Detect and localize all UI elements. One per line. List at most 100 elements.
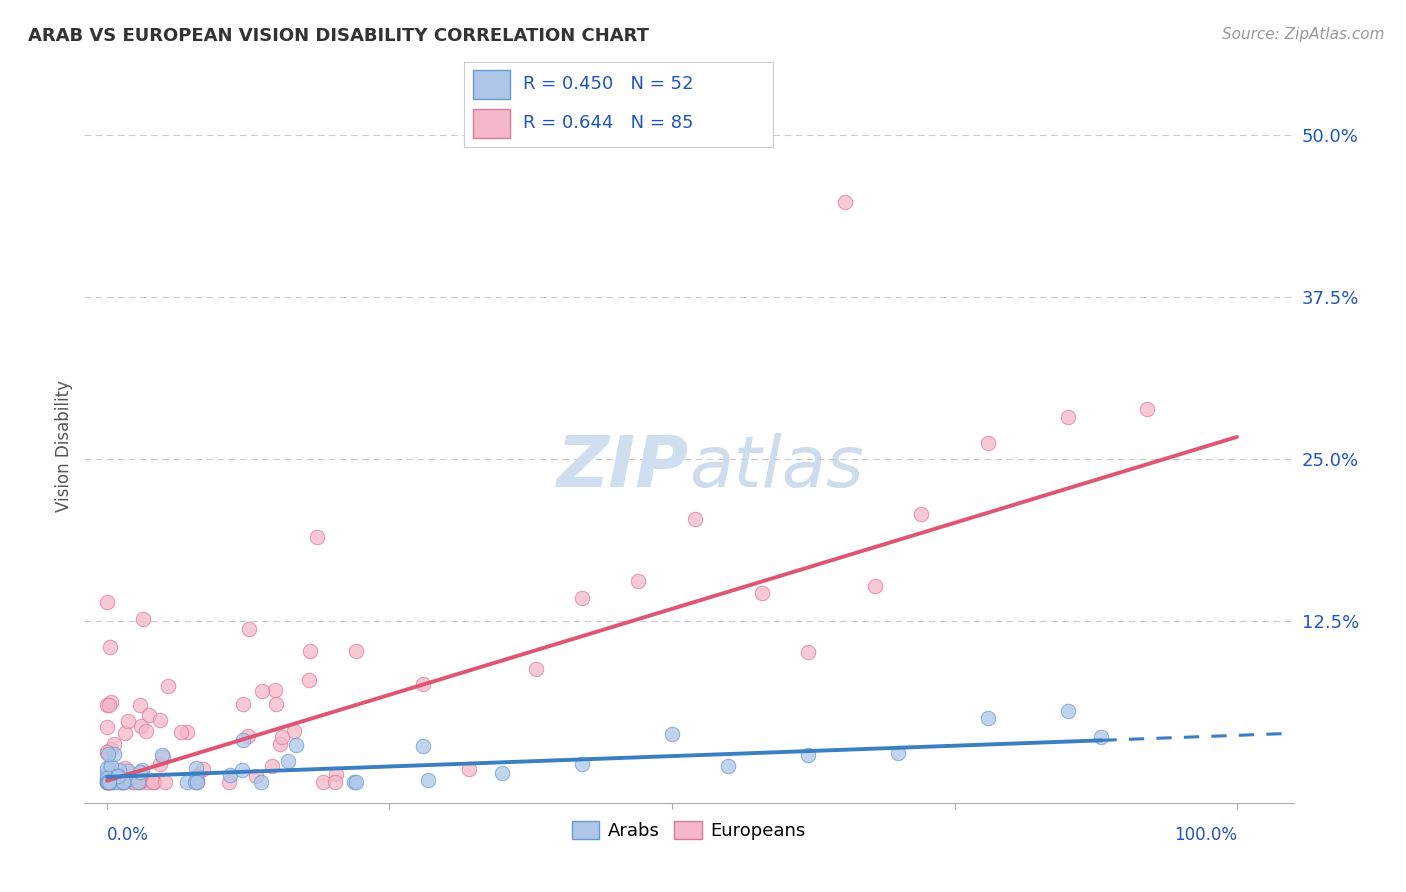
Point xyxy=(97,775,120,789)
Point xyxy=(110,775,132,789)
Point xyxy=(186,775,208,789)
Point xyxy=(571,591,593,605)
Point xyxy=(96,595,118,609)
Point xyxy=(150,747,173,762)
Point xyxy=(103,737,125,751)
Point xyxy=(270,730,292,744)
Point xyxy=(751,586,773,600)
Point xyxy=(132,612,155,626)
Point xyxy=(796,645,818,659)
Point xyxy=(491,765,513,780)
Point xyxy=(416,773,439,788)
Point xyxy=(412,739,434,754)
Point xyxy=(114,761,136,775)
Point xyxy=(169,725,191,739)
Point xyxy=(325,775,347,789)
Point xyxy=(117,764,139,778)
Point xyxy=(298,673,321,687)
Point xyxy=(277,754,299,768)
Point xyxy=(107,769,129,783)
Point xyxy=(128,775,150,789)
Point xyxy=(96,775,118,789)
Point xyxy=(110,775,132,789)
Point xyxy=(312,775,335,789)
Point xyxy=(152,749,174,764)
Point xyxy=(834,195,856,210)
Point xyxy=(129,719,152,733)
Point xyxy=(524,663,547,677)
Point xyxy=(100,775,122,789)
Point xyxy=(252,684,274,698)
Point xyxy=(136,775,159,789)
FancyBboxPatch shape xyxy=(474,109,510,138)
Point xyxy=(138,707,160,722)
Point xyxy=(683,512,706,526)
Point xyxy=(142,775,165,789)
Point xyxy=(96,775,118,789)
Point xyxy=(796,747,818,762)
Text: Source: ZipAtlas.com: Source: ZipAtlas.com xyxy=(1222,27,1385,42)
Point xyxy=(98,698,121,713)
Point xyxy=(262,758,284,772)
Point xyxy=(186,769,208,783)
Point xyxy=(149,756,172,771)
Point xyxy=(96,745,118,759)
Point xyxy=(103,747,125,762)
Point xyxy=(100,695,122,709)
Point xyxy=(250,775,273,789)
Point xyxy=(307,530,329,544)
Point xyxy=(245,769,267,783)
Point xyxy=(1056,409,1078,424)
Point xyxy=(865,579,887,593)
Point xyxy=(299,644,322,658)
Point xyxy=(344,775,367,789)
Point xyxy=(184,775,207,789)
Point xyxy=(1056,704,1078,718)
Point xyxy=(111,775,134,789)
Point xyxy=(128,765,150,780)
Point xyxy=(343,775,366,789)
Point xyxy=(112,775,135,789)
Point xyxy=(121,775,143,789)
Text: atlas: atlas xyxy=(689,433,863,502)
Point xyxy=(100,741,122,756)
Point xyxy=(110,775,132,789)
Point xyxy=(344,644,367,658)
Point xyxy=(97,775,120,789)
Point xyxy=(97,775,120,789)
Point xyxy=(283,723,305,738)
Point xyxy=(96,772,118,787)
Point xyxy=(184,761,207,775)
Point xyxy=(101,775,124,789)
Point xyxy=(325,767,347,781)
Point xyxy=(627,574,650,588)
Point xyxy=(128,698,150,713)
Point xyxy=(98,759,121,773)
Point xyxy=(238,622,260,636)
Point xyxy=(717,759,740,773)
Point xyxy=(910,507,932,521)
Point xyxy=(96,775,118,789)
Point xyxy=(118,772,141,786)
Point xyxy=(571,756,593,771)
Point xyxy=(232,698,254,712)
Point xyxy=(218,768,240,782)
Point xyxy=(104,769,127,783)
FancyBboxPatch shape xyxy=(474,70,510,99)
Point xyxy=(96,775,118,789)
Point xyxy=(122,775,145,789)
Point xyxy=(96,698,118,713)
Point xyxy=(100,759,122,773)
Point xyxy=(96,775,118,789)
Point xyxy=(266,697,288,711)
Point xyxy=(98,640,121,654)
Point xyxy=(661,727,683,741)
Text: 100.0%: 100.0% xyxy=(1174,826,1237,844)
Point xyxy=(98,775,121,789)
Point xyxy=(218,775,240,789)
Point xyxy=(236,729,259,743)
Point xyxy=(128,775,150,789)
Point xyxy=(155,775,177,789)
Point xyxy=(96,760,118,774)
Point xyxy=(232,733,254,747)
